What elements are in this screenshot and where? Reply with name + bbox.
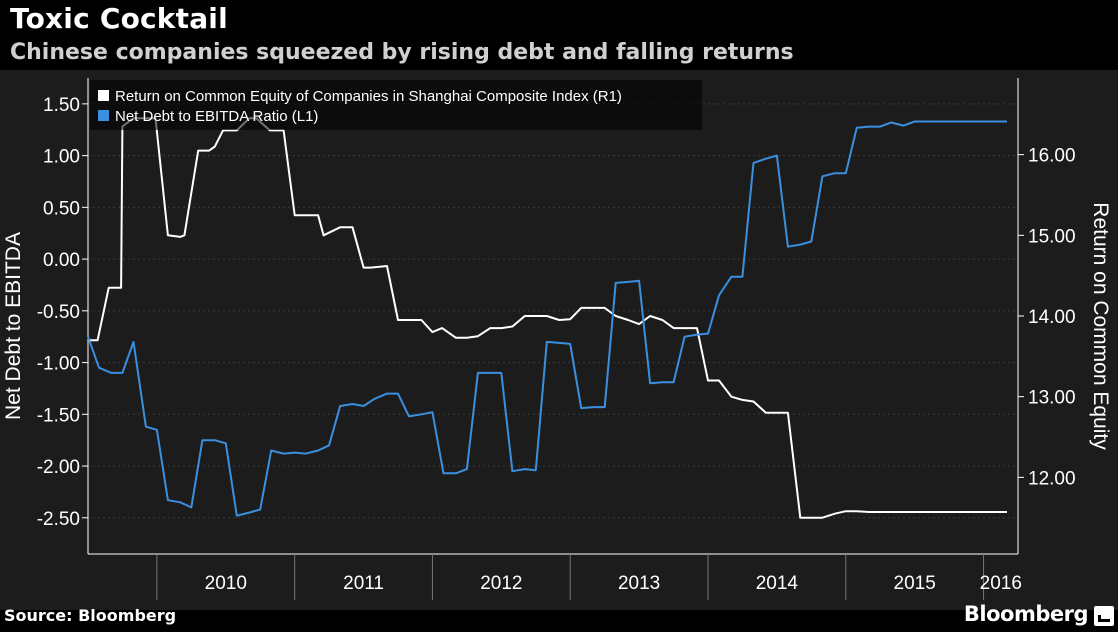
bloomberg-logo-icon — [1094, 606, 1114, 626]
left-tick-label: -1.00 — [37, 354, 80, 375]
brand-logo: Bloomberg — [963, 602, 1089, 626]
left-tick-label: -2.00 — [37, 457, 80, 478]
x-tick-label: 2013 — [618, 573, 660, 594]
x-tick-label: 2010 — [205, 573, 247, 594]
chart-subtitle: Chinese companies squeezed by rising deb… — [10, 40, 794, 65]
left-axis-title: Net Debt to EBITDA — [2, 232, 25, 420]
debt-series-line — [87, 120, 1007, 517]
x-tick-label: 2011 — [343, 573, 384, 594]
chart-title: Toxic Cocktail — [10, 2, 228, 35]
left-tick-label: -1.50 — [37, 405, 80, 426]
right-axis-title: Return on Common Equity — [1089, 202, 1112, 450]
x-tick-label: 2016 — [980, 573, 1022, 594]
x-tick-label: 2014 — [756, 573, 799, 594]
right-tick-label: 12.00 — [1028, 468, 1076, 489]
left-tick-label: 1.00 — [43, 147, 80, 168]
right-tick-label: 14.00 — [1028, 307, 1076, 328]
x-tick-label: 2015 — [894, 573, 936, 594]
legend-swatch — [98, 90, 109, 101]
legend-swatch — [98, 110, 109, 121]
right-tick-label: 15.00 — [1028, 226, 1076, 247]
left-tick-label: -2.50 — [37, 509, 80, 530]
source-note: Source: Bloomberg — [4, 606, 177, 625]
right-tick-label: 13.00 — [1028, 388, 1076, 409]
right-tick-label: 16.00 — [1028, 146, 1076, 167]
left-tick-label: -0.50 — [37, 302, 80, 323]
legend-entry: Return on Common Equity of Companies in … — [115, 88, 622, 105]
line-chart: 1.50 1.00 0.50 0.00 -0.50 -1.00 -1.50 -2.00 -2.5… — [2, 78, 1112, 600]
left-tick-label: 0.00 — [43, 250, 80, 271]
plot-background — [88, 78, 1018, 554]
x-tick-label: 2012 — [480, 573, 522, 594]
legend-box — [90, 80, 702, 130]
left-tick-label: 1.50 — [43, 95, 80, 116]
legend-entry: Net Debt to EBITDA Ratio (L1) — [115, 108, 318, 125]
chart-area: 1.50 1.00 0.50 0.00 -0.50 -1.00 -1.50 -2.00 -2.5… — [0, 70, 1118, 610]
left-tick-label: 0.50 — [43, 198, 80, 219]
roe-series-line — [88, 117, 1007, 519]
